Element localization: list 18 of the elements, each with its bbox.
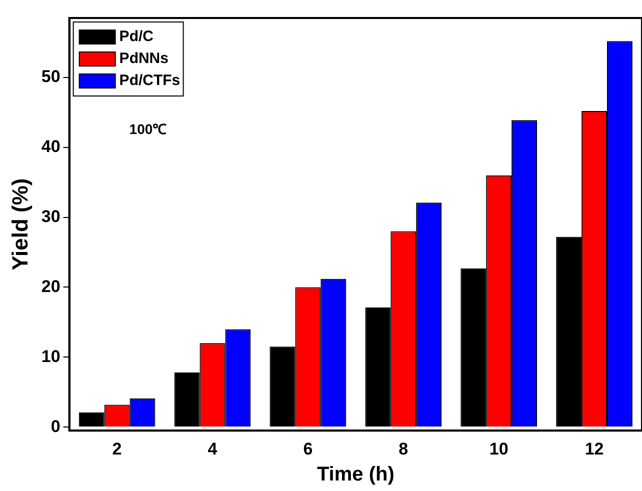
legend-label: Pd/CTFs bbox=[119, 72, 180, 90]
annotation: 100℃ bbox=[129, 120, 167, 137]
x-tick-label: 8 bbox=[398, 439, 408, 458]
x-tick-label: 6 bbox=[303, 439, 313, 458]
x-tick-label: 12 bbox=[584, 439, 604, 458]
y-tick-label: 50 bbox=[41, 67, 60, 86]
y-axis-title: Yield (%) bbox=[7, 178, 32, 270]
x-tick-label: 10 bbox=[489, 439, 508, 458]
y-tick-label: 0 bbox=[50, 416, 60, 436]
y-tick-label: 20 bbox=[41, 276, 60, 296]
legend-label: Pd/C bbox=[119, 28, 154, 46]
x-tick-label: 4 bbox=[208, 439, 218, 458]
x-tick-label: 2 bbox=[112, 439, 122, 458]
y-tick-label: 40 bbox=[41, 137, 60, 156]
y-tick-label: 10 bbox=[41, 346, 60, 366]
legend-label: PdNNs bbox=[119, 50, 168, 68]
y-tick-label: 30 bbox=[41, 206, 60, 226]
x-axis-title: Time (h) bbox=[316, 464, 394, 486]
